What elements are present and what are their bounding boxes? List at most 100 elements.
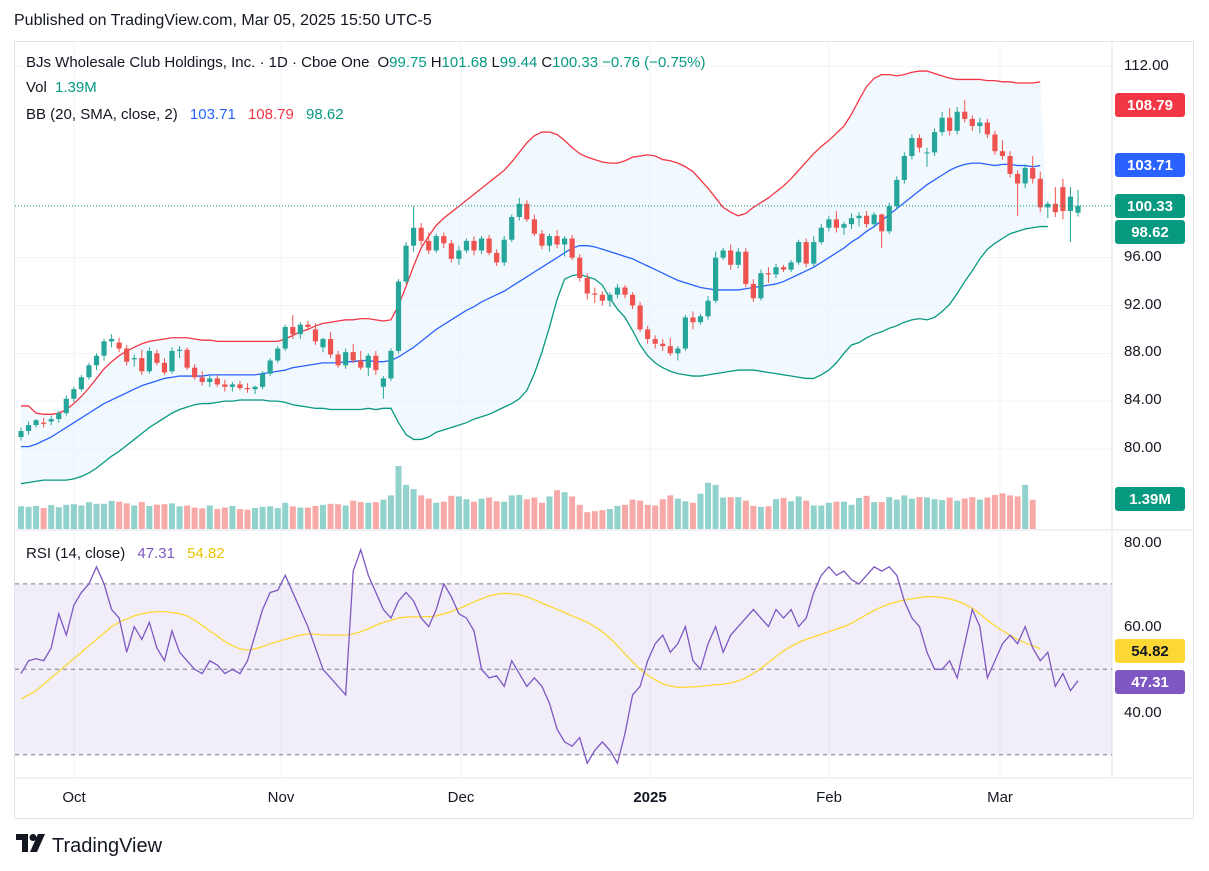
- candle-body: [63, 398, 69, 414]
- volume-bar: [410, 489, 417, 529]
- candle-body: [305, 324, 311, 328]
- volume-bar: [961, 498, 968, 529]
- volume-bar: [327, 503, 334, 529]
- volume-bar: [357, 502, 364, 529]
- candle-body: [320, 338, 326, 348]
- volume-bar: [312, 505, 319, 529]
- volume-bar: [742, 500, 749, 529]
- volume-bar: [440, 501, 447, 529]
- candle-body: [924, 152, 930, 154]
- volume-bar: [659, 499, 666, 529]
- volume-bar: [101, 503, 108, 529]
- candle-body: [803, 242, 809, 264]
- volume-bar: [637, 500, 644, 529]
- candle-body: [116, 342, 122, 349]
- volume-bar: [531, 497, 538, 529]
- volume-bar: [674, 498, 681, 529]
- published-line: Published on TradingView.com, Mar 05, 20…: [14, 12, 432, 29]
- candle-body: [592, 293, 598, 295]
- candle-body: [652, 338, 658, 344]
- candle-body: [645, 329, 651, 339]
- volume-bar: [840, 501, 847, 529]
- tradingview-brand[interactable]: TradingView: [16, 834, 162, 858]
- volume-bar: [221, 507, 228, 529]
- volume-bar: [380, 499, 387, 529]
- candle-body: [682, 317, 688, 349]
- volume-bar: [697, 493, 704, 529]
- volume-bar: [138, 502, 145, 529]
- volume-bar: [501, 501, 508, 529]
- volume-bar: [924, 497, 930, 529]
- volume-bar: [395, 466, 402, 529]
- bb-upper-line: [21, 70, 1041, 415]
- volume-bar: [976, 499, 983, 529]
- volume-bar: [48, 505, 55, 529]
- candle-body: [411, 227, 417, 246]
- volume-bar: [803, 500, 810, 529]
- volume-bar: [342, 505, 349, 529]
- candle-body: [569, 238, 575, 258]
- candle-body: [780, 267, 787, 270]
- candle-body: [992, 134, 998, 152]
- volume-bar: [146, 505, 153, 529]
- bb-basis-line: [21, 162, 1041, 448]
- candle-body: [1075, 205, 1081, 213]
- chart-frame: [14, 41, 1194, 819]
- rsi-label: RSI (14, close): [26, 545, 126, 562]
- volume-bar: [946, 497, 953, 529]
- volume-bar: [418, 495, 425, 529]
- volume-bar: [795, 496, 802, 529]
- bb-basis-value: 103.71: [189, 106, 236, 123]
- candle-body: [252, 386, 258, 390]
- volume-bar: [523, 499, 530, 529]
- candle-body: [71, 389, 77, 399]
- volume-bar: [629, 499, 636, 529]
- volume-bar: [252, 508, 259, 529]
- volume-bar: [886, 497, 893, 529]
- candle-body: [297, 324, 303, 335]
- candle-body: [78, 377, 84, 390]
- candle-body: [501, 239, 507, 263]
- candle-body: [879, 214, 885, 232]
- candle-body: [909, 138, 915, 156]
- candle-body: [969, 118, 975, 127]
- rsi-ma-line: [20, 592, 1041, 700]
- x-tick-label: Feb: [816, 789, 842, 806]
- volume-bar: [818, 505, 825, 529]
- volume-bar: [493, 501, 500, 529]
- candle-body: [562, 238, 568, 245]
- candle-body: [199, 377, 205, 383]
- candle-body: [788, 262, 794, 270]
- candle-body: [599, 294, 605, 301]
- candle-body: [18, 431, 24, 438]
- candle-body: [260, 373, 266, 387]
- bb-upper-value: 108.79: [247, 106, 294, 123]
- candle-body: [86, 365, 92, 378]
- candle-body: [1030, 167, 1036, 179]
- volume-bar: [40, 508, 47, 529]
- volume-bar: [916, 497, 923, 529]
- volume-bar: [403, 484, 410, 529]
- candle-body: [660, 343, 666, 347]
- open-value: 99.75: [389, 54, 427, 71]
- volume-bar: [856, 497, 863, 529]
- candle-body: [546, 236, 553, 246]
- volume-bar: [863, 495, 870, 529]
- candle-body: [101, 341, 107, 356]
- candle-body: [33, 420, 39, 426]
- candle-body: [1060, 187, 1066, 211]
- volume-bar: [773, 499, 779, 529]
- candle-body: [758, 273, 764, 299]
- close-label: C: [541, 54, 553, 71]
- candle-body: [1015, 173, 1021, 184]
- candle-body: [161, 362, 168, 373]
- candle-body: [509, 216, 515, 240]
- candle-body: [667, 346, 673, 354]
- candle-body: [977, 122, 983, 127]
- volume-bar: [70, 504, 77, 529]
- volume-bar: [455, 496, 462, 529]
- candle-body: [229, 384, 235, 387]
- candle-body: [728, 250, 734, 265]
- volume-bar: [757, 506, 764, 529]
